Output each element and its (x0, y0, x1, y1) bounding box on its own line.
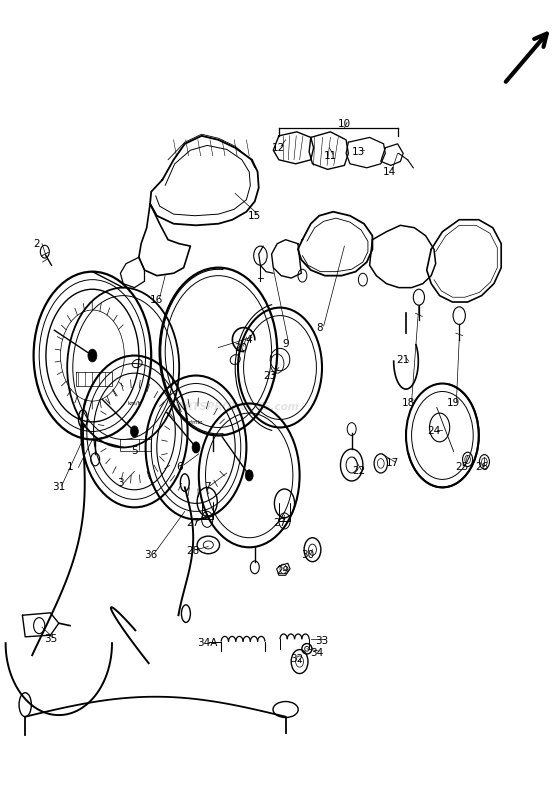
Text: 29: 29 (276, 566, 290, 576)
Text: 11: 11 (324, 151, 337, 161)
Text: 8: 8 (316, 323, 323, 332)
Text: 7: 7 (204, 483, 211, 492)
Text: 20: 20 (234, 343, 248, 352)
Text: 16: 16 (150, 295, 164, 304)
Text: 25: 25 (455, 463, 469, 472)
Text: 22: 22 (352, 467, 365, 476)
Text: 6: 6 (176, 463, 183, 472)
Text: 21: 21 (396, 355, 410, 364)
Text: 4: 4 (246, 335, 253, 344)
Text: 31: 31 (52, 483, 66, 492)
Circle shape (192, 442, 200, 453)
Text: 12: 12 (272, 143, 286, 153)
Text: km/h: km/h (127, 401, 142, 406)
Text: 35: 35 (44, 634, 57, 644)
Text: PARTSPRODUCTS.com: PARTSPRODUCTS.com (171, 403, 300, 412)
Text: 3: 3 (117, 479, 124, 488)
Text: 24: 24 (427, 427, 441, 436)
Text: 28: 28 (186, 547, 200, 556)
Text: 30: 30 (301, 551, 315, 560)
Text: 27: 27 (186, 519, 200, 528)
Text: 15: 15 (248, 211, 262, 221)
Text: 9: 9 (282, 339, 289, 348)
Text: 13: 13 (352, 147, 365, 157)
Text: r/min: r/min (189, 419, 203, 424)
Text: 17: 17 (385, 459, 399, 468)
Text: 5: 5 (131, 447, 138, 456)
Text: 26: 26 (475, 463, 488, 472)
Text: 23: 23 (263, 371, 277, 380)
Text: 36: 36 (144, 551, 158, 560)
Circle shape (88, 349, 97, 362)
Text: 32: 32 (290, 654, 304, 664)
Text: 27: 27 (273, 519, 287, 528)
Text: 18: 18 (402, 399, 416, 408)
Text: 2: 2 (33, 239, 40, 248)
Text: 34A: 34A (197, 638, 217, 648)
Circle shape (245, 470, 253, 481)
Text: 34: 34 (310, 648, 323, 658)
Text: 19: 19 (447, 399, 460, 408)
Text: 10: 10 (338, 119, 351, 129)
Text: 33: 33 (315, 636, 329, 646)
Text: 1: 1 (67, 463, 73, 472)
Circle shape (130, 426, 138, 437)
Text: 14: 14 (382, 167, 396, 177)
